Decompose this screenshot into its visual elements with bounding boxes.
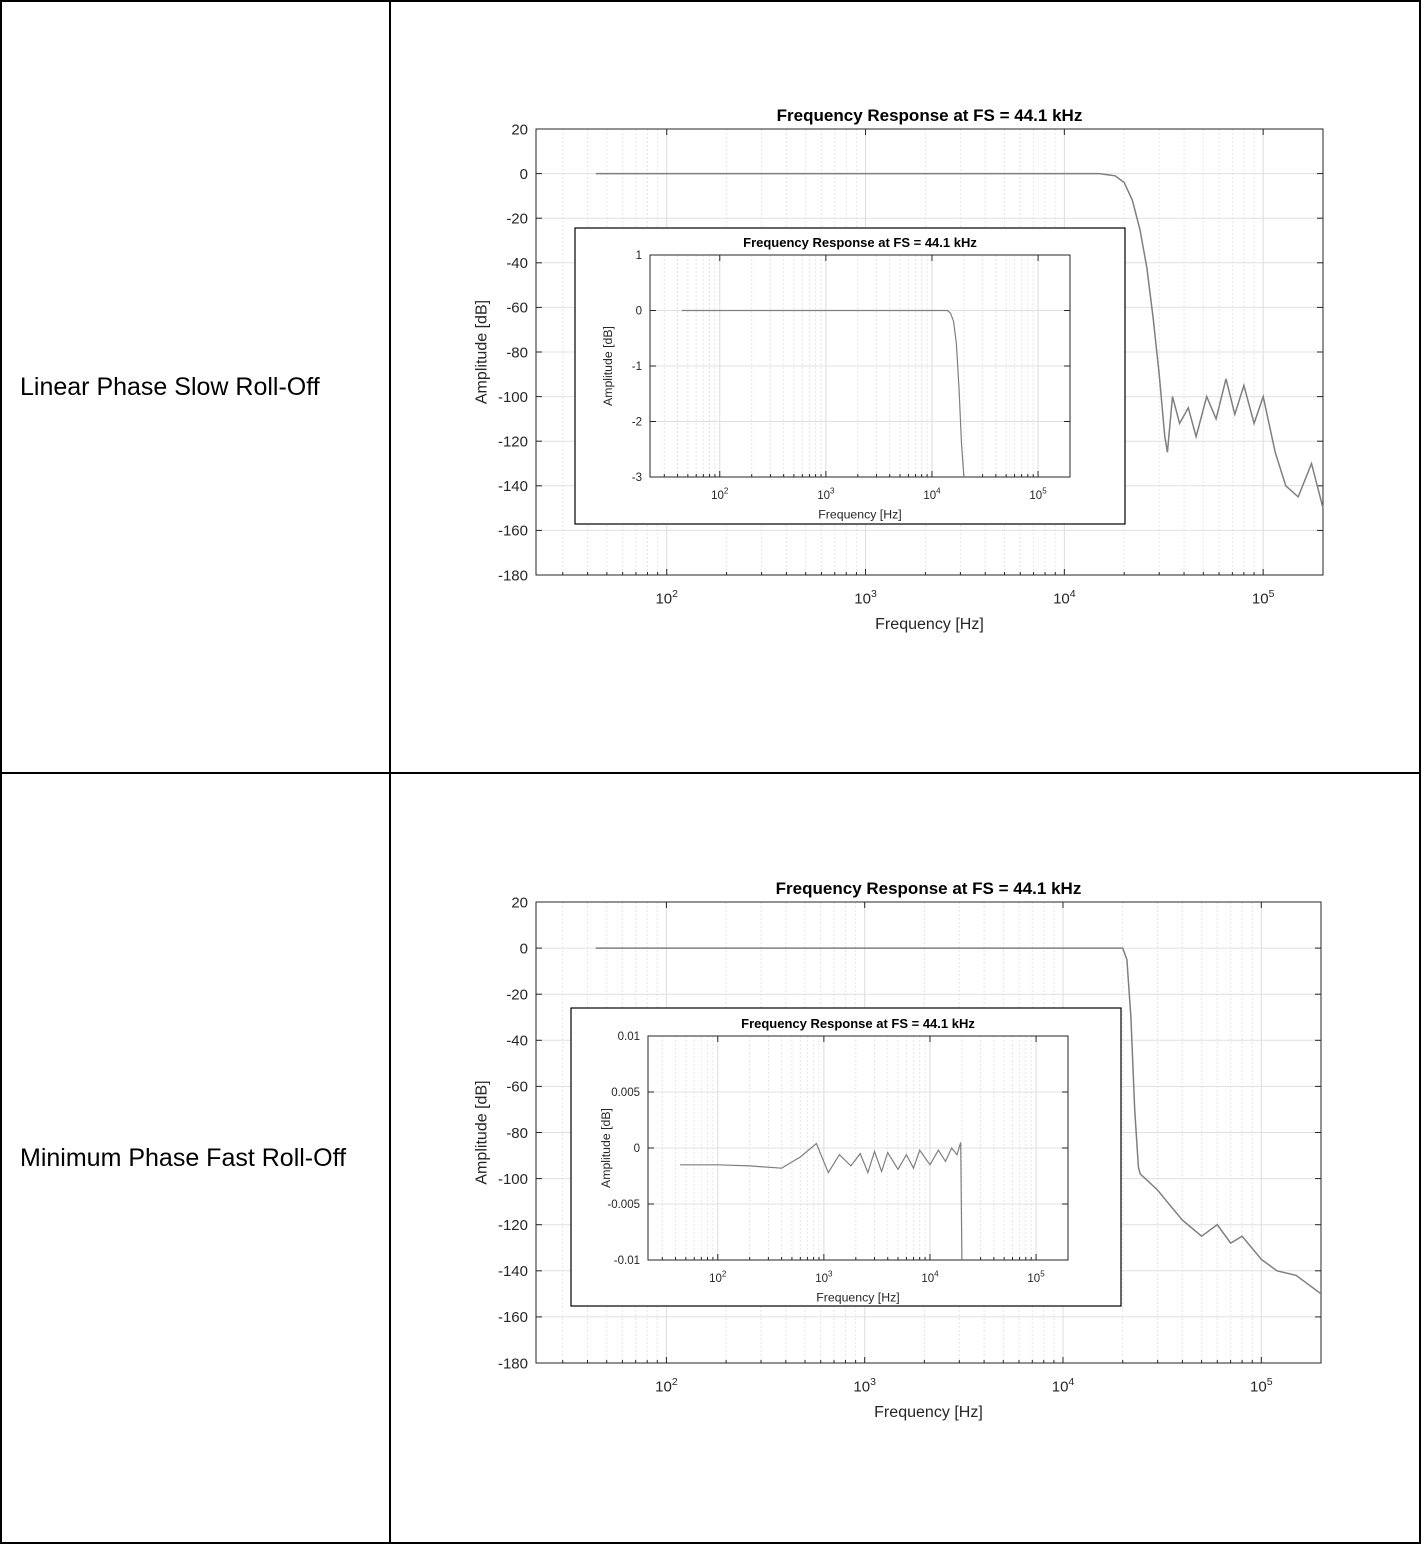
inset-chart-y-tick-label: -3 (632, 472, 642, 484)
inset-chart-y-tick-label: -1 (632, 361, 642, 373)
main-chart-y-tick-label: 20 (511, 121, 528, 138)
main-chart-y-tick-label: -20 (506, 986, 528, 1003)
inset-chart-y-tick-label: -0.005 (607, 1199, 640, 1211)
table-row: Linear Phase Slow Roll-Off 20 0 -20 -40 -60-… (0, 0, 1421, 774)
inset-chart-y-axis-label: Amplitude [dB] (601, 326, 615, 406)
main-chart-series-line (595, 947, 1322, 1295)
filter-name-label: Minimum Phase Fast Roll-Off (20, 1143, 347, 1172)
main-chart-title: Frequency Response at FS = 44.1 kHz (776, 879, 1082, 898)
main-chart-x-tick-label: 102 (656, 588, 679, 608)
main-chart-x-tick-label: 103 (854, 588, 877, 608)
inset-chart-title: Frequency Response at FS = 44.1 kHz (743, 235, 977, 250)
inset-chart-x-tick-label: 103 (817, 487, 835, 502)
main-chart-y-tick-label: -100 (498, 1171, 528, 1188)
main-chart-x-tick-label: 105 (1250, 1376, 1273, 1396)
inset-chart-x-tick-label: 103 (815, 1270, 833, 1285)
main-chart-series-line (595, 172, 1324, 509)
inset-chart-y-axis-label: Amplitude [dB] (599, 1108, 613, 1188)
main-chart-y-tick-label: -60 (506, 1079, 528, 1096)
main-chart-y-tick-label: 20 (511, 894, 528, 911)
frequency-response-figure: 20 0 -20 -40 -60 -80 -100 -120 -140 -160 -180 102 10… (473, 879, 1322, 1421)
main-chart-x-tick-label: 104 (1052, 1376, 1075, 1396)
main-chart-y-tick-label: 0 (520, 940, 528, 957)
main-chart-x-tick-label: 103 (854, 1376, 877, 1396)
inset-chart-x-tick-label: 102 (709, 1270, 727, 1285)
main-chart-y-tick-label: -140 (498, 478, 528, 495)
main-chart-y-tick-label: -120 (498, 433, 528, 450)
main-chart-y-axis-label: Amplitude [dB] (473, 300, 491, 404)
inset-chart-axes: 1 0 -1 -2 -3 102 103 104 105 Frequency Response a… (601, 235, 1071, 521)
main-chart-y-tick-label: 0 (520, 166, 528, 183)
plot-cell: 20 0 -20 -40 -60 -80 -100 -120 -140 -160 -180 102 10… (389, 772, 1421, 1544)
main-chart-y-tick-label: -80 (506, 344, 528, 361)
inset-chart-x-tick-label: 104 (921, 1270, 939, 1285)
inset-chart-x-tick-label: 105 (1028, 1270, 1046, 1285)
inset-chart-series-line (681, 309, 965, 478)
main-chart-x-tick-label: 105 (1252, 588, 1275, 608)
inset-chart-x-tick-label: 104 (923, 487, 941, 502)
inset-chart-x-axis-label: Frequency [Hz] (818, 507, 901, 521)
inset-chart-title: Frequency Response at FS = 44.1 kHz (741, 1016, 975, 1031)
inset-chart-y-tick-label: -0.01 (614, 1255, 640, 1267)
inset-chart-x-tick-label: 102 (711, 487, 729, 502)
main-chart-x-tick-label: 102 (655, 1376, 678, 1396)
inset-chart-x-tick-label: 105 (1030, 487, 1048, 502)
main-chart-x-axis-label: Frequency [Hz] (874, 1403, 983, 1421)
main-chart-y-tick-label: -180 (498, 1355, 528, 1372)
inset-chart-y-tick-label: -2 (632, 417, 642, 429)
plot-cell: 20 0 -20 -40 -60 -80 -100 -120 -140 -160 -180 102 10… (389, 0, 1421, 774)
main-chart-y-tick-label: -160 (498, 523, 528, 540)
main-chart-x-tick-label: 104 (1053, 588, 1076, 608)
filter-name-cell: Minimum Phase Fast Roll-Off (0, 772, 392, 1544)
inset-chart-y-tick-label: 0 (634, 1143, 640, 1155)
inset-chart-series-line (679, 1142, 963, 1261)
main-chart-y-tick-label: -80 (506, 1125, 528, 1142)
main-chart-x-axis-label: Frequency [Hz] (875, 615, 984, 633)
inset-chart-axes: 0.01 0.005 0 -0.005 -0.01 102 103 104 105 Frequen… (599, 1016, 1069, 1304)
main-chart-y-tick-label: -120 (498, 1217, 528, 1234)
main-chart-y-tick-label: -100 (498, 389, 528, 406)
inset-chart-y-tick-label: 0 (636, 306, 642, 318)
inset-chart-y-tick-label: 0.005 (611, 1087, 640, 1099)
filter-name-label: Linear Phase Slow Roll-Off (20, 372, 320, 401)
main-chart-y-tick-label: -140 (498, 1263, 528, 1280)
filter-name-cell: Linear Phase Slow Roll-Off (0, 0, 392, 774)
main-chart-y-tick-label: -40 (506, 1033, 528, 1050)
main-chart-y-tick-label: -60 (506, 300, 528, 317)
main-chart-title: Frequency Response at FS = 44.1 kHz (777, 106, 1083, 125)
main-chart-y-tick-label: -180 (498, 567, 528, 584)
inset-chart-y-tick-label: 0.01 (618, 1031, 640, 1043)
table-row: Minimum Phase Fast Roll-Off 20 0 -20 -40 -60… (0, 772, 1421, 1544)
inset-chart-x-axis-label: Frequency [Hz] (816, 1290, 899, 1304)
main-chart-y-axis-label: Amplitude [dB] (473, 1080, 491, 1184)
main-chart-y-tick-label: -20 (506, 210, 528, 227)
main-chart-y-tick-label: -40 (506, 255, 528, 272)
main-chart-y-tick-label: -160 (498, 1309, 528, 1326)
inset-chart-y-tick-label: 1 (636, 250, 642, 262)
